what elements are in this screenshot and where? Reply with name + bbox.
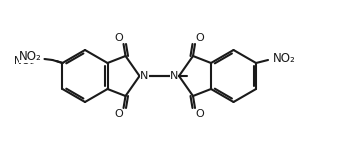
- Text: O: O: [195, 109, 204, 119]
- Text: N: N: [140, 71, 149, 81]
- Text: N: N: [170, 71, 178, 81]
- Text: NO₂: NO₂: [14, 56, 34, 66]
- Text: O: O: [114, 109, 123, 119]
- Text: O: O: [114, 33, 123, 43]
- Text: NO₂: NO₂: [273, 52, 295, 64]
- Text: NO₂: NO₂: [19, 50, 42, 62]
- Text: O: O: [195, 33, 204, 43]
